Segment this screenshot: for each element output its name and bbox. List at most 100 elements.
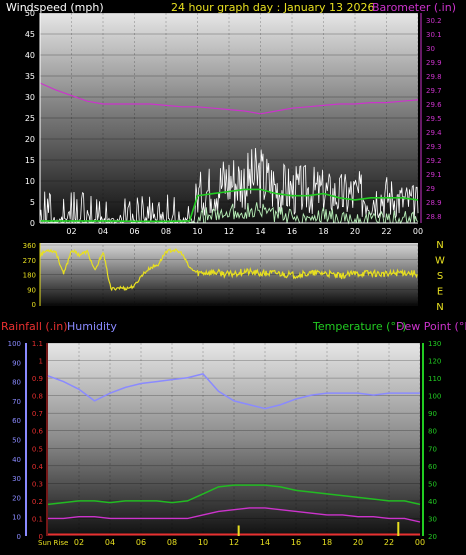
wind-axes: 0 5 10 15 20 25 30 35 40 45 50 02 04 06 08 10 12 14 16 18 20… — [25, 9, 442, 236]
temp-y-tick: 50 — [428, 480, 437, 488]
rain-y-tick: 1 — [39, 358, 43, 366]
wind-x-tick: 00 — [413, 227, 423, 236]
temp-grid — [48, 342, 421, 537]
humidity-label: Humidity — [67, 320, 117, 333]
wind-y-tick: 20 — [25, 135, 35, 144]
windspeed-label: Windspeed (mph) — [6, 1, 104, 14]
wind-y-tick: 35 — [25, 72, 35, 81]
humidity-y-tick: 10 — [12, 514, 21, 522]
wind-x-tick: 14 — [255, 227, 265, 236]
temp-y-tick: 90 — [428, 410, 437, 418]
temp-x-tick: 00 — [415, 538, 425, 547]
temp-x-tick: 06 — [136, 538, 146, 547]
barometer-y-tick: 28.8 — [426, 213, 442, 221]
barometer-y-tick: 29.4 — [426, 129, 442, 137]
wind-direction-line — [39, 248, 418, 292]
barometer-y-tick: 28.9 — [426, 199, 442, 207]
humidity-line — [47, 373, 420, 410]
barometer-y-tick: 29.1 — [426, 171, 442, 179]
temp-x-tick: 08 — [167, 538, 177, 547]
barometer-y-tick: 29.3 — [426, 143, 442, 151]
barometer-y-tick: 29.8 — [426, 73, 442, 81]
temp-x-tick: 14 — [260, 538, 270, 547]
direction-y-tick: 270 — [23, 257, 36, 265]
barometer-y-tick: 30 — [426, 45, 435, 53]
temp-x-tick: 12 — [229, 538, 239, 547]
temperature-label: Temperature (°F) — [313, 320, 407, 333]
sunrise-label: Sun Rise — [38, 539, 68, 547]
temp-x-tick: 20 — [353, 538, 363, 547]
humidity-y-tick: 20 — [12, 494, 21, 502]
temperature-line — [47, 484, 421, 506]
rain-y-tick: 0.2 — [32, 498, 43, 506]
humidity-y-tick: 60 — [12, 417, 21, 425]
rain-y-tick: 0.7 — [32, 410, 43, 418]
wind-x-tick: 10 — [192, 227, 202, 236]
temp-y-tick: 30 — [428, 515, 437, 523]
temp-series — [47, 373, 421, 536]
direction-y-tick: 90 — [27, 286, 36, 294]
temp-y-tick: 100 — [428, 393, 441, 401]
temp-y-tick: 70 — [428, 445, 437, 453]
humidity-y-tick: 50 — [12, 437, 21, 445]
wind-x-tick: 08 — [161, 227, 171, 236]
rain-y-tick: 0.9 — [32, 375, 43, 383]
temp-y-tick: 110 — [428, 375, 441, 383]
wind-x-tick: 20 — [350, 227, 360, 236]
humidity-y-tick: 90 — [12, 359, 21, 367]
barometer-y-tick: 29 — [426, 185, 435, 193]
rain-y-tick: 0.5 — [32, 445, 43, 453]
wind-x-tick: 06 — [129, 227, 139, 236]
direction-y-tick: 0 — [32, 301, 36, 309]
rainfall-label: Rainfall (.in) — [1, 320, 68, 333]
chart-title: 24 hour graph day : January 13 2026 — [171, 1, 375, 14]
temp-y-tick: 20 — [428, 533, 437, 541]
wind-x-tick: 02 — [66, 227, 76, 236]
temp-x-tick: 22 — [384, 538, 394, 547]
barometer-line — [39, 82, 419, 115]
humidity-y-tick: 40 — [12, 456, 21, 464]
direction-series — [39, 248, 418, 292]
temp-y-tick: 80 — [428, 428, 437, 436]
temp-x-tick: 02 — [74, 538, 84, 547]
wind-lower-band — [39, 202, 419, 225]
rain-y-tick: 0.4 — [32, 463, 44, 471]
wind-y-tick: 10 — [25, 177, 35, 186]
humidity-y-tick: 100 — [8, 340, 21, 348]
barometer-label: Barometer (.in) — [372, 1, 456, 14]
rain-y-tick: 0 — [39, 533, 43, 541]
rain-y-tick: 0.3 — [32, 480, 43, 488]
temp-x-tick: 04 — [105, 538, 115, 547]
barometer-y-tick: 29.2 — [426, 157, 442, 165]
temp-x-tick: 10 — [198, 538, 208, 547]
wind-x-tick: 16 — [287, 227, 297, 236]
wind-y-tick: 25 — [25, 114, 35, 123]
wind-y-tick: 45 — [25, 30, 35, 39]
wind-y-tick: 30 — [25, 93, 35, 102]
rain-y-tick: 0.6 — [32, 428, 44, 436]
barometer-y-tick: 29.7 — [426, 87, 442, 95]
temp-y-tick: 60 — [428, 463, 437, 471]
dewpoint-line — [48, 507, 421, 523]
humidity-y-tick: 70 — [12, 398, 21, 406]
temp-y-tick: 120 — [428, 358, 441, 366]
wind-x-tick: 22 — [381, 227, 391, 236]
wind-x-tick: 04 — [98, 227, 108, 236]
wind-y-tick: 5 — [30, 198, 35, 207]
barometer-y-tick: 29.9 — [426, 59, 442, 67]
temp-plot-area — [48, 343, 420, 536]
wind-x-tick: 18 — [318, 227, 328, 236]
wind-y-tick: 50 — [25, 9, 35, 18]
compass-label: N — [436, 240, 443, 251]
wind-series — [39, 82, 419, 225]
barometer-y-tick: 29.5 — [426, 115, 442, 123]
wind-y-tick: 0 — [30, 219, 35, 228]
humidity-y-tick: 30 — [12, 475, 21, 483]
humidity-y-tick: 80 — [12, 379, 21, 387]
dewpoint-label: Dew Point (°F) — [396, 320, 466, 333]
compass-label: S — [437, 271, 443, 282]
barometer-y-tick: 30.2 — [426, 17, 442, 25]
rain-y-tick: 0.8 — [32, 393, 43, 401]
